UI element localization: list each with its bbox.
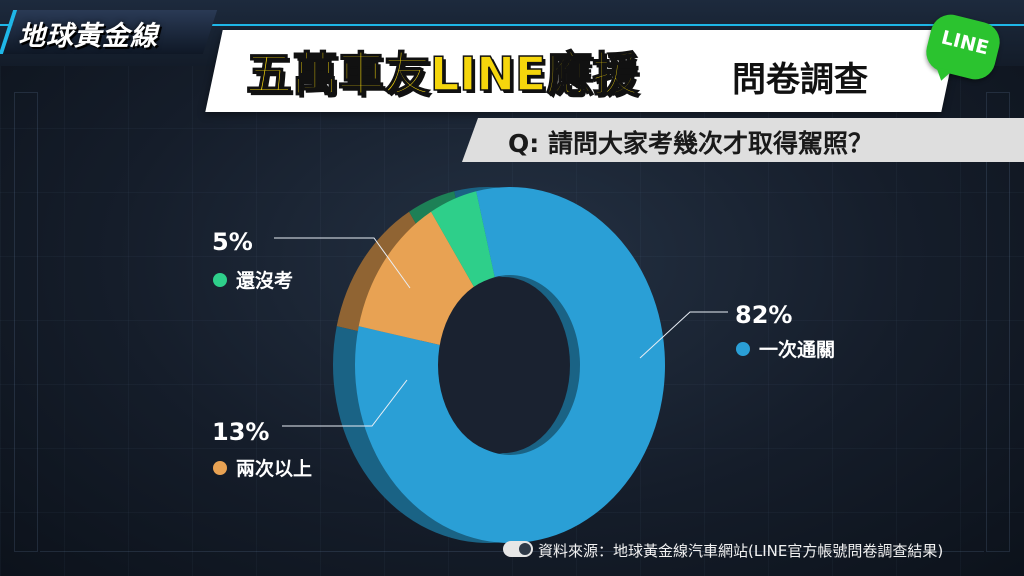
header-accent-line bbox=[0, 24, 1024, 26]
category-label-2: 還沒考 bbox=[236, 269, 293, 292]
legend-dot-0 bbox=[736, 342, 750, 356]
page-title: 五萬車友LINE應援 bbox=[245, 46, 639, 102]
frame-right bbox=[986, 92, 1010, 552]
source-note: 資料來源：地球黃金線汽車網站(LINE官方帳號問卷調查結果) bbox=[538, 542, 944, 560]
toggle-icon bbox=[503, 541, 533, 557]
frame-left bbox=[14, 92, 38, 552]
question-text: Q: 請問大家考幾次才取得駕照？ bbox=[508, 129, 873, 158]
slice-0 bbox=[355, 187, 665, 544]
slice-1 bbox=[358, 211, 475, 346]
slice-2 bbox=[431, 191, 495, 288]
value-label-0: 82% bbox=[735, 301, 792, 329]
value-label-1: 13% bbox=[212, 418, 269, 446]
logo: 地球黃金線 bbox=[18, 21, 158, 52]
legend-dot-2 bbox=[213, 273, 227, 287]
leader-line-2 bbox=[274, 237, 411, 289]
value-label-2: 5% bbox=[212, 228, 253, 256]
donut-hole bbox=[438, 277, 570, 453]
legend-dot-1 bbox=[213, 461, 227, 475]
page-title-suffix: 問卷調查 bbox=[732, 60, 868, 100]
leader-line-0 bbox=[639, 311, 728, 359]
leader-line-1 bbox=[282, 379, 408, 427]
category-label-1: 兩次以上 bbox=[236, 457, 312, 480]
category-label-0: 一次通關 bbox=[759, 338, 835, 361]
